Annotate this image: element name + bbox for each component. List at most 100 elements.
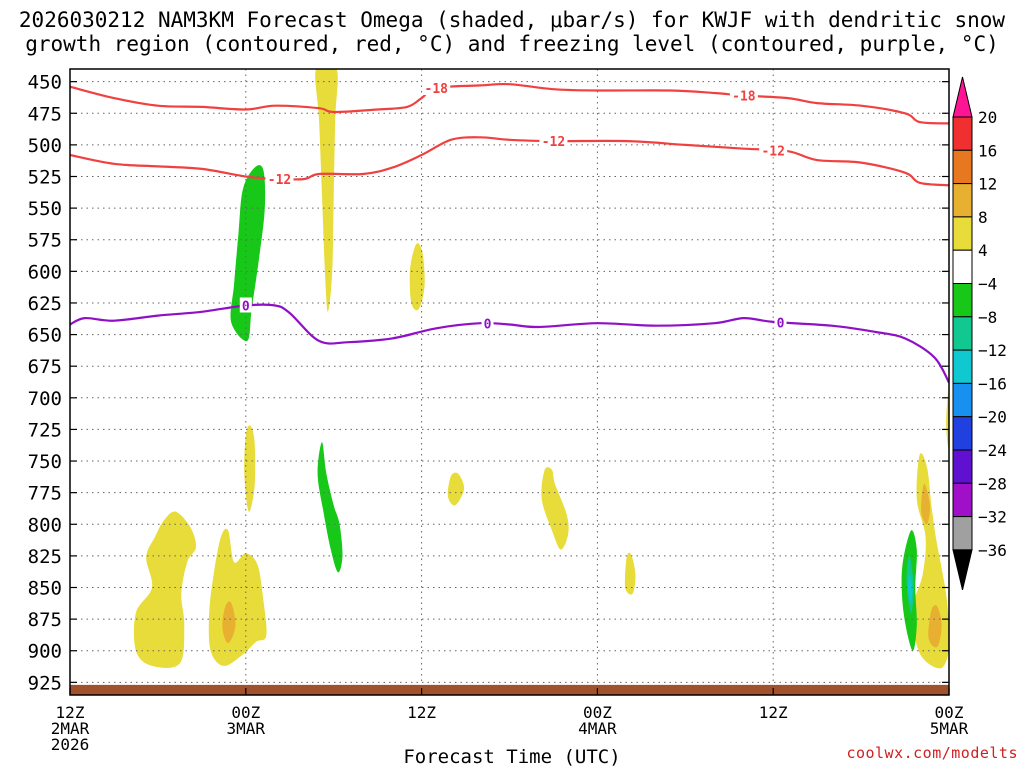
y-tick-label: 675 bbox=[28, 356, 62, 378]
y-tick-label: 725 bbox=[28, 419, 62, 441]
contour-label: 0 bbox=[777, 316, 785, 331]
colorbar-label: 20 bbox=[978, 108, 997, 127]
x-tick-label: 5MAR bbox=[930, 719, 969, 738]
contour-label: -12 bbox=[268, 173, 291, 188]
contour-label: -18 bbox=[425, 82, 449, 97]
omega-region bbox=[230, 165, 266, 342]
colorbar-segment bbox=[952, 449, 973, 484]
omega-region bbox=[317, 442, 343, 573]
colorbar-segment bbox=[952, 316, 973, 351]
omega-region bbox=[541, 467, 569, 550]
y-tick-label: 775 bbox=[28, 483, 62, 505]
y-tick-label: 450 bbox=[28, 72, 62, 94]
y-tick-label: 850 bbox=[28, 578, 62, 600]
chart-title-line-1: 2026030212 NAM3KM Forecast Omega (shaded… bbox=[18, 8, 1006, 32]
colorbar-label: −28 bbox=[978, 474, 1007, 493]
colorbar-segment bbox=[952, 482, 973, 518]
contour-label: -12 bbox=[761, 144, 784, 159]
x-tick-label: 2MAR bbox=[51, 719, 90, 738]
omega-region bbox=[222, 601, 236, 644]
colorbar-segment bbox=[952, 249, 973, 284]
chart-title-line-2: growth region (contoured, red, °C) and f… bbox=[25, 32, 999, 56]
plot-frame bbox=[69, 68, 950, 696]
colorbar-label: 4 bbox=[978, 241, 988, 260]
omega-region bbox=[907, 574, 913, 603]
colorbar-label: 8 bbox=[978, 208, 988, 227]
x-tick-label: 00Z bbox=[583, 703, 612, 722]
y-tick-label: 500 bbox=[28, 135, 62, 157]
colorbar-top-arrow bbox=[952, 76, 973, 118]
colorbar-bottom-arrow bbox=[952, 549, 973, 591]
omega-region bbox=[447, 472, 465, 506]
plot-area bbox=[70, 69, 949, 695]
y-tick-label: 575 bbox=[28, 230, 62, 252]
y-tick-label: 800 bbox=[28, 514, 62, 536]
colorbar-label: −32 bbox=[978, 508, 1007, 527]
y-tick-label: 475 bbox=[28, 103, 62, 125]
y-tick-label: 600 bbox=[28, 261, 62, 283]
colorbar-label: 16 bbox=[978, 141, 997, 160]
y-tick-label: 925 bbox=[28, 672, 62, 694]
colorbar-segment bbox=[952, 183, 973, 218]
contour-label-bg bbox=[422, 79, 451, 95]
contour-label-bg bbox=[729, 87, 758, 103]
colorbar-segment bbox=[952, 416, 973, 451]
y-tick-label: 900 bbox=[28, 641, 62, 663]
omega-region bbox=[409, 243, 425, 311]
colorbar-segment bbox=[952, 382, 973, 418]
contour-line bbox=[70, 82, 949, 125]
colorbar-label: −24 bbox=[978, 441, 1007, 460]
x-axis-title: Forecast Time (UTC) bbox=[403, 746, 621, 768]
colorbar-segment bbox=[952, 349, 973, 384]
omega-region bbox=[133, 511, 197, 668]
contour-label: 0 bbox=[242, 299, 250, 314]
x-tick-label: 3MAR bbox=[227, 719, 266, 738]
colorbar-segment bbox=[952, 116, 973, 151]
y-tick-label: 550 bbox=[28, 198, 62, 220]
contour-line bbox=[70, 136, 949, 187]
y-tick-label: 700 bbox=[28, 388, 62, 410]
x-tick-label: 12Z bbox=[759, 703, 788, 722]
omega-region bbox=[244, 425, 256, 512]
contour-label-bg bbox=[481, 315, 494, 331]
colorbar-label: −36 bbox=[978, 541, 1007, 560]
x-tick-label: 00Z bbox=[231, 703, 260, 722]
colorbar-label: 12 bbox=[978, 175, 997, 194]
colorbar-label: −8 bbox=[978, 308, 997, 327]
colorbar-segment bbox=[952, 283, 973, 318]
x-tick-label: 12Z bbox=[56, 703, 85, 722]
contour-label-bg bbox=[239, 297, 252, 313]
colorbar-label: −16 bbox=[978, 374, 1007, 393]
colorbar-label: −4 bbox=[978, 275, 997, 294]
x-tick-label: 2026 bbox=[51, 735, 90, 754]
y-tick-label: 650 bbox=[28, 325, 62, 347]
y-tick-label: 750 bbox=[28, 451, 62, 473]
omega-region bbox=[315, 69, 338, 312]
contour-label: 0 bbox=[484, 318, 492, 333]
contour-label-bg bbox=[539, 133, 568, 149]
omega-region bbox=[921, 483, 931, 525]
x-tick-label: 12Z bbox=[407, 703, 436, 722]
contour-label: -12 bbox=[542, 135, 565, 150]
contour-line bbox=[70, 303, 949, 384]
y-tick-label: 625 bbox=[28, 293, 62, 315]
colorbar-segment bbox=[952, 516, 973, 551]
ground-surface bbox=[70, 684, 949, 695]
colorbar-segment bbox=[952, 216, 973, 251]
x-tick-label: 00Z bbox=[935, 703, 964, 722]
y-tick-label: 525 bbox=[28, 166, 62, 188]
credit-text: coolwx.com/modelts bbox=[846, 744, 1018, 762]
x-tick-label: 4MAR bbox=[578, 719, 617, 738]
colorbar-segment bbox=[952, 149, 973, 185]
colorbar-label: −20 bbox=[978, 408, 1007, 427]
omega-region bbox=[928, 605, 942, 648]
colorbar-label: −12 bbox=[978, 341, 1007, 360]
contour-label: -18 bbox=[732, 90, 756, 105]
contour-label-bg bbox=[265, 171, 294, 187]
contour-label-bg bbox=[759, 142, 788, 158]
y-tick-label: 825 bbox=[28, 546, 62, 568]
omega-region bbox=[624, 552, 636, 595]
y-tick-label: 875 bbox=[28, 609, 62, 631]
contour-label-bg bbox=[774, 314, 787, 330]
